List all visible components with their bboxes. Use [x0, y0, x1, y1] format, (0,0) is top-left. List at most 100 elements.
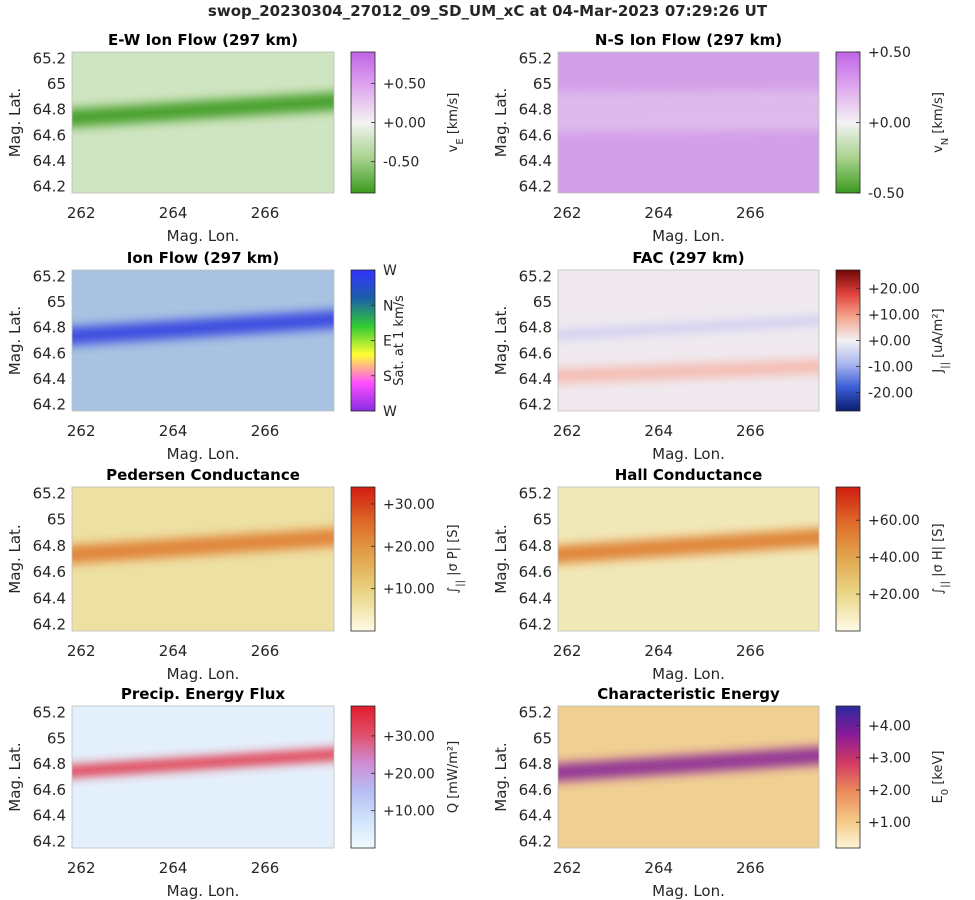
- y-tick-label: 64.4: [519, 589, 552, 607]
- y-tick-label: 64.4: [33, 589, 66, 607]
- chart-panel-7: Precip. Energy Flux 64.2 64.4 64.6 64.8 65 65.…: [6, 685, 461, 900]
- chart-panel-2: N-S Ion Flow (297 km) 64.2 64.4 64.6 64.8 65 6…: [492, 31, 951, 245]
- y-tick-label: 64.6: [519, 344, 552, 362]
- x-tick-label: 262: [553, 859, 582, 877]
- panel-title: Characteristic Energy: [597, 685, 780, 703]
- x-tick-label: 262: [67, 422, 96, 440]
- colorbar: [350, 705, 376, 849]
- y-tick-label: 65.2: [33, 485, 66, 503]
- x-axis-label: Mag. Lon.: [167, 227, 240, 245]
- y-axis-label: Mag. Lat.: [492, 88, 510, 157]
- figure-title: swop_20230304_27012_09_SD_UM_xC at 04-Ma…: [207, 2, 768, 20]
- y-tick-label: 64.2: [33, 178, 66, 196]
- colorbar-label: J|| [uA/m²]: [931, 308, 951, 373]
- y-tick-label: 64.2: [519, 833, 552, 851]
- x-tick-label: 266: [251, 642, 280, 660]
- colorbar-tick-label: +0.50: [383, 76, 426, 92]
- colorbar-label: Q [mW/m²]: [446, 741, 461, 813]
- x-tick-label: 266: [736, 422, 765, 440]
- y-tick-label: 64.8: [33, 537, 66, 555]
- x-tick-label: 264: [159, 859, 188, 877]
- colorbar-label: Sat. at 1 km/s: [392, 295, 407, 386]
- colorbar: [835, 486, 861, 632]
- y-tick-label: 65: [533, 511, 552, 529]
- panel-title: N-S Ion Flow (297 km): [595, 31, 782, 49]
- heatmap-band: [558, 528, 819, 564]
- x-tick-label: 262: [67, 859, 96, 877]
- axes-frame: [557, 269, 820, 412]
- axes-frame: [557, 51, 820, 194]
- colorbar-tick-label: -20.00: [868, 386, 913, 402]
- x-tick-label: 266: [251, 859, 280, 877]
- colorbar-tick-label: S: [383, 369, 392, 385]
- y-tick-label: 65.2: [519, 49, 552, 67]
- y-tick-label: 64.2: [33, 396, 66, 414]
- heatmap-band: [558, 316, 819, 339]
- y-tick-label: 65.2: [519, 267, 552, 285]
- y-tick-label: 64.8: [33, 755, 66, 773]
- chart-panel-6: Hall Conductance 64.2 64.4 64.6 64.8 65 65.2 26…: [492, 466, 951, 683]
- y-tick-label: 64.4: [33, 152, 66, 170]
- x-tick-label: 266: [251, 204, 280, 222]
- y-tick-label: 64.8: [33, 101, 66, 119]
- y-tick-label: 64.2: [519, 615, 552, 633]
- y-tick-label: 64.4: [33, 807, 66, 825]
- colorbar-tick-label: +0.00: [383, 116, 426, 132]
- panel-title: Hall Conductance: [615, 466, 763, 484]
- heatmap-band: [72, 528, 334, 564]
- axes-frame: [557, 705, 820, 849]
- x-tick-label: 264: [644, 422, 673, 440]
- y-tick-label: 65: [47, 729, 66, 747]
- heatmap-background: [558, 270, 819, 411]
- colorbar-tick-label: +0.00: [868, 334, 911, 350]
- x-tick-label: 262: [67, 642, 96, 660]
- panel-title: E-W Ion Flow (297 km): [108, 31, 298, 49]
- y-axis-label: Mag. Lat.: [492, 742, 510, 811]
- x-axis-label: Mag. Lon.: [167, 882, 240, 900]
- colorbar-tick-label: +1.00: [868, 815, 911, 831]
- colorbar-tick-label: -0.50: [868, 186, 904, 202]
- y-tick-label: 65: [47, 293, 66, 311]
- colorbar-tick-label: +0.50: [868, 45, 911, 61]
- chart-panel-8: Characteristic Energy 64.2 64.4 64.6 64.8 65 6…: [492, 685, 951, 900]
- x-tick-label: 264: [159, 422, 188, 440]
- x-axis-label: Mag. Lon.: [167, 665, 240, 683]
- heatmap-background: [72, 706, 334, 848]
- heatmap-band: [558, 746, 819, 782]
- axes-frame: [557, 486, 820, 632]
- x-axis-label: Mag. Lon.: [652, 665, 725, 683]
- y-axis-label: Mag. Lat.: [492, 524, 510, 593]
- x-axis-label: Mag. Lon.: [652, 882, 725, 900]
- axes-frame: [71, 269, 335, 412]
- colorbar-tick-label: +20.00: [383, 539, 435, 555]
- y-tick-label: 64.8: [519, 319, 552, 337]
- x-tick-label: 262: [67, 204, 96, 222]
- y-tick-label: 64.6: [519, 781, 552, 799]
- colorbar-tick-label: -10.00: [868, 360, 913, 376]
- y-tick-label: 65: [47, 75, 66, 93]
- y-axis-label: Mag. Lat.: [6, 742, 24, 811]
- y-tick-label: 65.2: [33, 49, 66, 67]
- x-tick-label: 266: [736, 859, 765, 877]
- heatmap-band: [72, 748, 334, 778]
- x-tick-label: 266: [736, 204, 765, 222]
- heatmap-band: [72, 92, 334, 128]
- y-tick-label: 64.6: [33, 344, 66, 362]
- colorbar-tick-label: +10.00: [383, 804, 435, 820]
- y-axis-label: Mag. Lat.: [6, 306, 24, 375]
- panel-title: FAC (297 km): [632, 249, 744, 267]
- y-tick-label: 64.6: [33, 781, 66, 799]
- panel-title: Ion Flow (297 km): [127, 249, 279, 267]
- y-tick-label: 64.6: [33, 563, 66, 581]
- y-tick-label: 65.2: [33, 703, 66, 721]
- axes-frame: [71, 51, 335, 194]
- panel-title: Precip. Energy Flux: [121, 685, 286, 703]
- x-tick-label: 262: [553, 204, 582, 222]
- chart-panel-3: Ion Flow (297 km) 64.2 64.4 64.6 64.8 65 65.2 2…: [6, 249, 407, 463]
- y-tick-label: 64.8: [519, 537, 552, 555]
- colorbar-tick-label: +20.00: [868, 587, 920, 603]
- colorbar-tick-label: +40.00: [868, 550, 920, 566]
- colorbar-label: vN [km/s]: [931, 92, 951, 153]
- colorbar-tick-label: +30.00: [383, 497, 435, 513]
- x-tick-label: 264: [159, 204, 188, 222]
